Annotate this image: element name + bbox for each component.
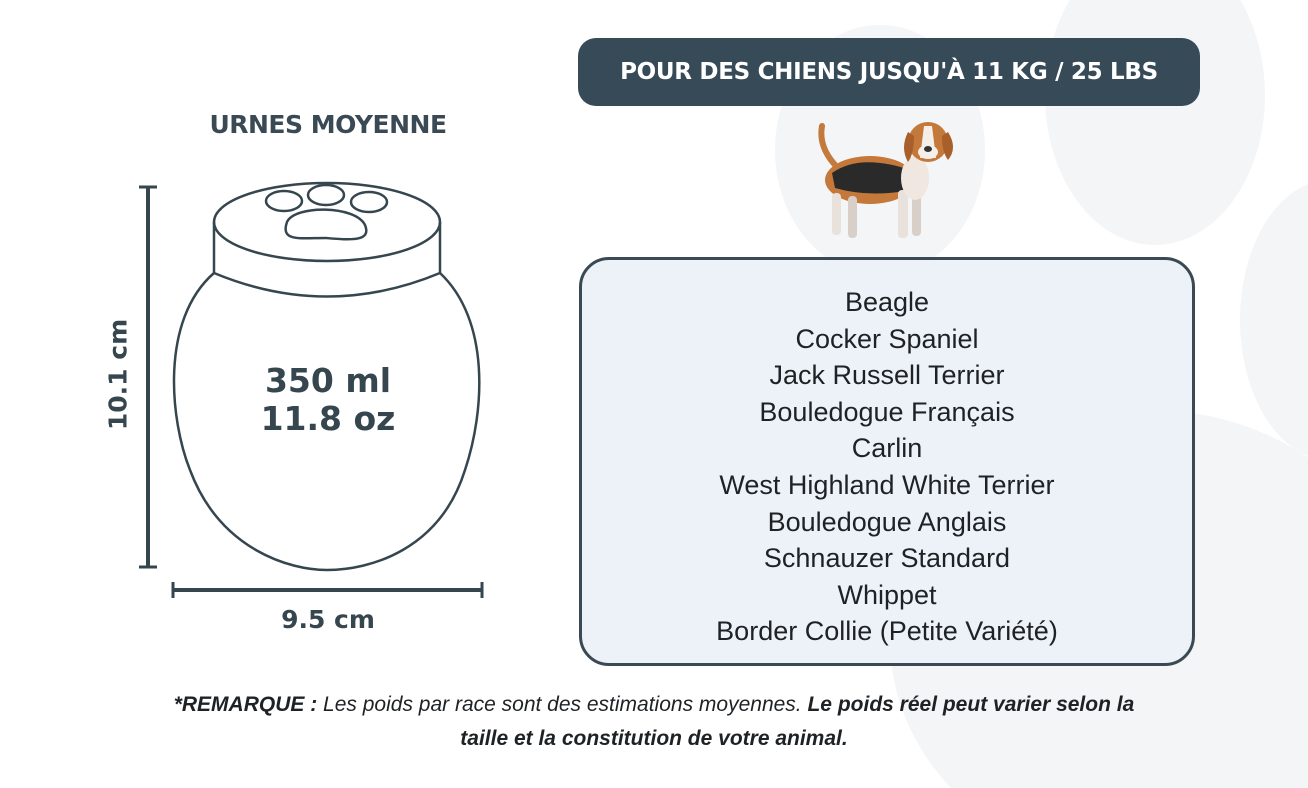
breed-item: Cocker Spaniel: [795, 323, 979, 354]
breed-item: Beagle: [844, 287, 930, 317]
breed-item: Schnauzer Standard: [763, 543, 1011, 574]
breed-item: Bouledogue Français: [759, 396, 1015, 427]
note-label: *REMARQUE :: [173, 693, 318, 716]
breed-item: Whippet: [837, 579, 937, 610]
urn-outline-icon: [139, 181, 484, 598]
breed-item: Border Collie (Petite Variété): [716, 616, 1058, 647]
volume-ml: 350 ml: [264, 361, 392, 400]
width-label: 9.5 cm: [281, 605, 375, 634]
note-text: Les poids par race sont des estimations …: [317, 693, 808, 716]
urn-title: URNES MOYENNE: [209, 110, 447, 139]
breed-item: Bouledogue Anglais: [767, 506, 1007, 537]
note-emphasis: Le poids réel peut varier selon la taill…: [460, 693, 1135, 750]
urn-volume: 350 ml 11.8 oz: [228, 362, 428, 438]
disclaimer-note: *REMARQUE : Les poids par race sont des …: [150, 688, 1158, 756]
breed-item: Jack Russell Terrier: [769, 360, 1005, 391]
volume-oz: 11.8 oz: [260, 399, 396, 438]
weight-banner: POUR DES CHIENS JUSQU'À 11 KG / 25 LBS: [578, 38, 1200, 106]
breed-list: Beagle Cocker Spaniel Jack Russell Terri…: [579, 257, 1195, 666]
height-label: 10.1 cm: [103, 318, 133, 431]
beagle-icon: [818, 122, 953, 238]
breed-item: West Highland White Terrier: [719, 469, 1055, 500]
breed-item: Carlin: [851, 433, 923, 464]
